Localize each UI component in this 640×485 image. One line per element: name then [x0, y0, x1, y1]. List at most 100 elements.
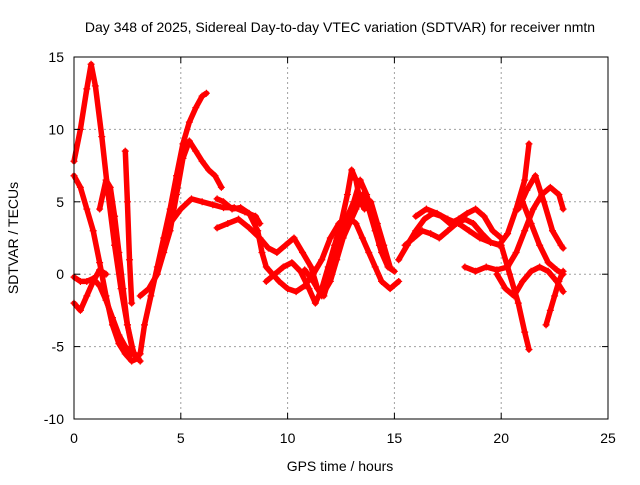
data-point [160, 248, 168, 256]
data-point [536, 263, 544, 271]
data-point [173, 191, 181, 199]
data-point [121, 350, 129, 358]
data-point [262, 263, 270, 271]
data-point [166, 227, 174, 235]
data-point [326, 277, 334, 285]
data-point [318, 292, 326, 300]
plot-series [70, 60, 567, 365]
data-point [433, 209, 441, 217]
data-point [185, 118, 193, 126]
data-point [352, 176, 360, 184]
series-sat-t [542, 267, 567, 329]
data-point [166, 220, 174, 228]
data-point [444, 227, 452, 235]
data-point [514, 205, 522, 213]
data-point [401, 241, 409, 249]
data-point [358, 191, 366, 199]
data-point [96, 282, 104, 290]
data-point [465, 227, 473, 235]
data-point [147, 292, 155, 300]
data-point [224, 220, 232, 228]
data-point [198, 198, 206, 206]
data-point [128, 299, 136, 307]
series-line [413, 206, 532, 353]
data-point [529, 205, 537, 213]
data-point [258, 248, 266, 256]
data-point [299, 248, 307, 256]
data-point [546, 183, 554, 191]
y-tick-label: 5 [56, 194, 64, 210]
axis-ticks: 0 5 10 15 20 25 -10 -5 0 5 10 15 [44, 49, 616, 446]
y-tick-label: 0 [56, 266, 64, 282]
data-point [288, 259, 296, 267]
x-tick-label: 15 [387, 430, 403, 446]
y-axis-label: SDTVAR / TECUs [5, 182, 21, 294]
series-line [122, 148, 135, 306]
data-point [83, 277, 91, 285]
data-point [279, 263, 287, 271]
data-point [331, 241, 339, 249]
grid [74, 57, 608, 419]
data-point [123, 198, 131, 206]
data-point [476, 234, 484, 242]
data-point [420, 215, 428, 223]
data-point [339, 234, 347, 242]
y-tick-label: -10 [44, 411, 64, 427]
data-point [83, 205, 91, 213]
series-sat-g [136, 137, 225, 300]
data-point [461, 263, 469, 271]
data-point [337, 220, 345, 228]
data-point [559, 288, 567, 296]
data-point [89, 277, 97, 285]
data-point [324, 263, 332, 271]
series-sat-l [301, 191, 398, 300]
data-point [553, 266, 561, 274]
series-line [214, 177, 389, 299]
data-point [352, 205, 360, 213]
series-sat-o [412, 205, 533, 353]
x-tick-label: 25 [600, 430, 616, 446]
data-point [422, 205, 430, 213]
data-point [378, 277, 386, 285]
data-point [544, 267, 552, 275]
data-point [140, 321, 148, 329]
data-point [202, 89, 210, 97]
x-axis-label: GPS time / hours [287, 458, 394, 474]
data-point [102, 176, 110, 184]
data-point [472, 267, 480, 275]
data-point [275, 277, 283, 285]
data-point [435, 234, 443, 242]
data-point [111, 212, 119, 220]
data-point [523, 186, 531, 194]
data-point [121, 147, 129, 155]
series-sat-f [121, 147, 136, 307]
data-point [179, 154, 187, 162]
data-point [548, 227, 556, 235]
data-point [346, 220, 354, 228]
data-point [192, 104, 200, 112]
data-point [497, 241, 505, 249]
data-point [115, 248, 123, 256]
data-point [493, 270, 501, 278]
data-point [198, 157, 206, 165]
data-point [237, 204, 245, 212]
data-point [512, 248, 520, 256]
data-point [213, 195, 221, 203]
data-point [245, 209, 253, 217]
data-point [390, 267, 398, 275]
data-point [281, 241, 289, 249]
data-point [87, 60, 95, 68]
x-tick-label: 5 [177, 430, 185, 446]
data-point [128, 357, 136, 365]
data-point [245, 224, 253, 232]
data-point [519, 277, 527, 285]
data-point [309, 277, 317, 285]
data-point [311, 299, 319, 307]
data-point [350, 198, 358, 206]
data-point [119, 285, 127, 293]
data-point [412, 212, 420, 220]
data-point [544, 259, 552, 267]
data-point [301, 266, 309, 274]
data-point [540, 198, 548, 206]
